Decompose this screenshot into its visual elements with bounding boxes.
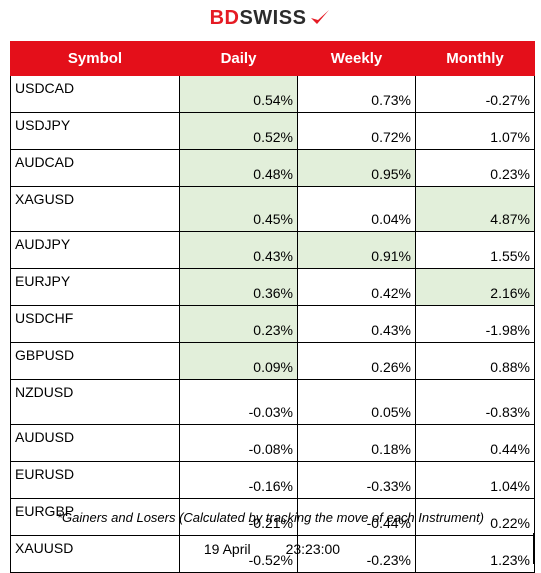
table-row: GBPUSD 0.09% 0.26% 0.88%	[10, 342, 535, 380]
weekly-change-cell: 0.73%	[297, 75, 416, 113]
table-row: USDCHF 0.23% 0.43% -1.98%	[10, 305, 535, 343]
weekly-change-cell: 0.43%	[297, 305, 416, 343]
table-row: EURUSD -0.16% -0.33% 1.04%	[10, 461, 535, 499]
monthly-change-cell: 1.23%	[415, 535, 535, 573]
table-row: USDJPY 0.52% 0.72% 1.07%	[10, 112, 535, 150]
monthly-change-cell: 0.23%	[415, 149, 535, 187]
daily-change-cell: -0.03%	[179, 379, 298, 425]
weekly-change-cell: 0.18%	[297, 424, 416, 462]
table-row: XAGUSD 0.45% 0.04% 4.87%	[10, 186, 535, 232]
daily-change-cell: 0.36%	[179, 268, 298, 306]
symbol-cell: EURGBP	[10, 498, 180, 536]
weekly-change-cell: -0.33%	[297, 461, 416, 499]
daily-change-cell: 0.23%	[179, 305, 298, 343]
weekly-change-cell: 0.95%	[297, 149, 416, 187]
symbol-cell: EURJPY	[10, 268, 180, 306]
logo-text-bd: BD	[209, 6, 240, 29]
table-row: AUDCAD 0.48% 0.95% 0.23%	[10, 149, 535, 187]
logo-text: BDSWISS	[210, 7, 307, 30]
bdswiss-logo: BDSWISS	[0, 3, 541, 33]
header-row: Symbol Daily Weekly Monthly	[10, 41, 535, 76]
monthly-change-cell: -0.83%	[415, 379, 535, 425]
symbol-cell: USDCAD	[10, 75, 180, 113]
weekly-change-cell: 0.91%	[297, 231, 416, 269]
monthly-change-cell: 1.07%	[415, 112, 535, 150]
daily-change-cell: 0.48%	[179, 149, 298, 187]
col-header-weekly: Weekly	[297, 41, 416, 76]
daily-change-cell: 0.52%	[179, 112, 298, 150]
col-header-symbol: Symbol	[10, 41, 180, 76]
time-label: 23:23:00	[285, 540, 341, 557]
col-header-daily: Daily	[179, 41, 298, 76]
daily-change-cell: 0.45%	[179, 186, 298, 232]
monthly-change-cell: -0.27%	[415, 75, 535, 113]
symbol-cell: USDJPY	[10, 112, 180, 150]
col-header-monthly: Monthly	[415, 41, 535, 76]
weekly-change-cell: 0.26%	[297, 342, 416, 380]
symbol-cell: GBPUSD	[10, 342, 180, 380]
daily-change-cell: 0.54%	[179, 75, 298, 113]
symbol-cell: USDCHF	[10, 305, 180, 343]
monthly-change-cell: 1.04%	[415, 461, 535, 499]
daily-change-cell: -0.08%	[179, 424, 298, 462]
daily-change-cell: -0.21%	[179, 498, 298, 536]
timestamp-box: 19 April 23:23:00	[10, 533, 534, 564]
daily-change-cell: 0.09%	[179, 342, 298, 380]
weekly-change-cell: 0.04%	[297, 186, 416, 232]
monthly-change-cell: 0.88%	[415, 342, 535, 380]
performance-table: Symbol Daily Weekly Monthly USDCAD 0.54% 0…	[10, 41, 535, 573]
weekly-change-cell: 0.72%	[297, 112, 416, 150]
monthly-change-cell: 0.44%	[415, 424, 535, 462]
table-row: XAUUSD -0.52% -0.23% 1.23%	[10, 535, 535, 573]
symbol-cell: NZDUSD	[10, 379, 180, 425]
weekly-change-cell: 0.05%	[297, 379, 416, 425]
weekly-change-cell: -0.23%	[297, 535, 416, 573]
logo-text-swiss: SWISS	[239, 6, 307, 29]
table-row: AUDUSD -0.08% 0.18% 0.44%	[10, 424, 535, 462]
symbol-cell: AUDJPY	[10, 231, 180, 269]
symbol-cell: AUDCAD	[10, 149, 180, 187]
table-row: EURGBP -0.21% -0.44% 0.22%	[10, 498, 535, 536]
logo-swoosh-icon	[311, 10, 330, 24]
footnote: *Gainers and Losers (Calculated by track…	[56, 510, 485, 525]
monthly-change-cell: -1.98%	[415, 305, 535, 343]
monthly-change-cell: 2.16%	[415, 268, 535, 306]
table-row: USDCAD 0.54% 0.73% -0.27%	[10, 75, 535, 113]
table-row: EURJPY 0.36% 0.42% 2.16%	[10, 268, 535, 306]
date-label: 19 April	[203, 540, 251, 557]
weekly-change-cell: 0.42%	[297, 268, 416, 306]
table-row: AUDJPY 0.43% 0.91% 1.55%	[10, 231, 535, 269]
monthly-change-cell: 1.55%	[415, 231, 535, 269]
symbol-cell: EURUSD	[10, 461, 180, 499]
daily-change-cell: -0.16%	[179, 461, 298, 499]
symbol-cell: XAGUSD	[10, 186, 180, 232]
symbol-cell: AUDUSD	[10, 424, 180, 462]
daily-change-cell: 0.43%	[179, 231, 298, 269]
monthly-change-cell: 0.22%	[415, 498, 535, 536]
monthly-change-cell: 4.87%	[415, 186, 535, 232]
table-row: NZDUSD -0.03% 0.05% -0.83%	[10, 379, 535, 425]
